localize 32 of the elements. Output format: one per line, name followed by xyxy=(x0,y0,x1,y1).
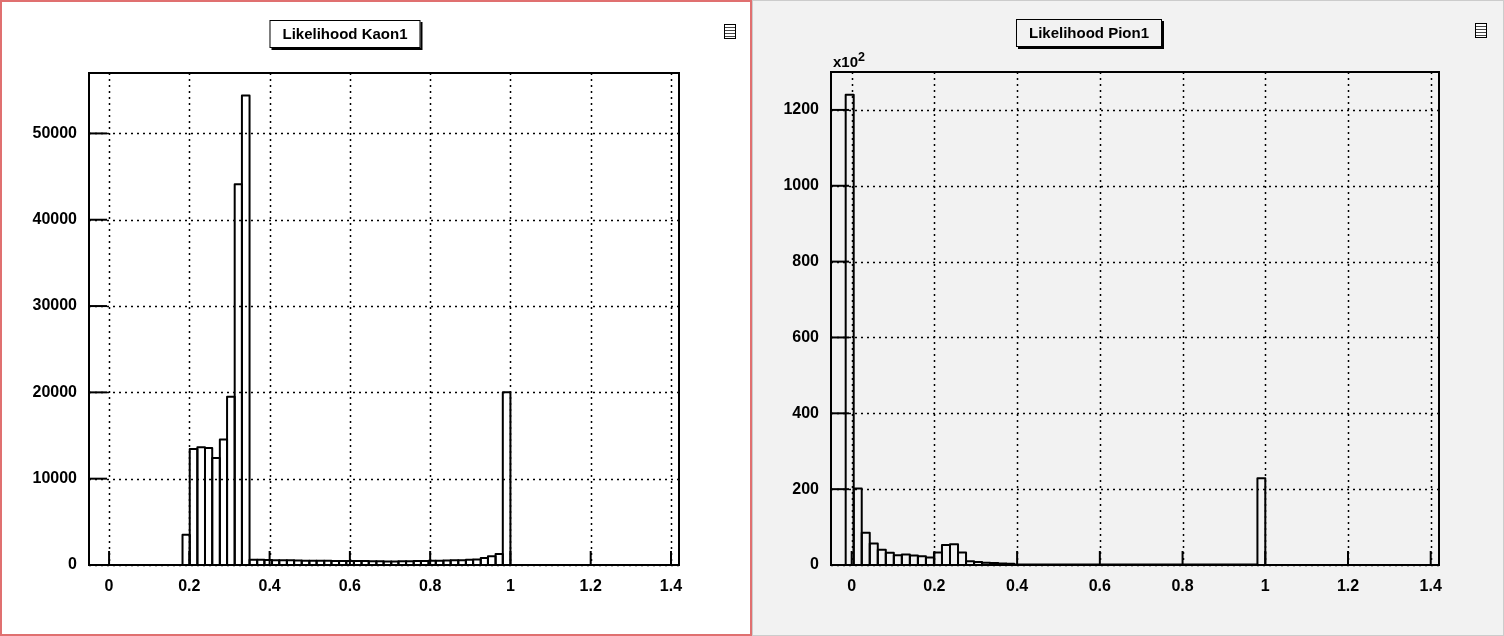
x-tick-label: 0.8 xyxy=(1171,577,1194,595)
y-tick-label: 10000 xyxy=(32,469,78,487)
x-tick-label: 0.8 xyxy=(419,577,442,595)
y-tick-label: 0 xyxy=(68,555,78,573)
text: x10$^{2}$ xyxy=(833,50,865,70)
y-tick-label: 200 xyxy=(792,479,820,497)
y-tick-label: 0 xyxy=(810,555,820,573)
y-tick-label: 1200 xyxy=(783,100,820,118)
x-tick-label: 0.2 xyxy=(178,577,201,595)
y-tick-label: 400 xyxy=(792,403,820,421)
x-tick-label: 0 xyxy=(847,577,857,595)
x-tick-label: 0 xyxy=(104,577,114,595)
x-tick-label: 1 xyxy=(1260,577,1270,595)
x-tick-label: 1.4 xyxy=(1419,577,1442,595)
y-tick-label: 40000 xyxy=(32,210,78,228)
chart-title: Likelihood Kaon1 xyxy=(269,20,421,48)
x-tick-label: 0.4 xyxy=(258,577,281,595)
y-tick-label: 50000 xyxy=(32,123,78,141)
y-tick-label: 30000 xyxy=(32,296,78,314)
y-tick-label: 600 xyxy=(792,327,820,345)
x-tick-label: 1.2 xyxy=(1336,577,1360,595)
x-tick-label: 1.2 xyxy=(579,577,602,595)
chart-title: Likelihood Pion1 xyxy=(1015,19,1163,47)
y-tick-label: 20000 xyxy=(32,382,78,400)
x-tick-label: 0.2 xyxy=(923,577,946,595)
x-tick-label: 0.4 xyxy=(1006,577,1029,595)
x-tick-label: 0.6 xyxy=(1088,577,1112,595)
y-tick-label: 800 xyxy=(792,252,820,270)
x-tick-label: 0.6 xyxy=(338,577,362,595)
y-tick-label: 1000 xyxy=(783,176,820,194)
x-tick-label: 1 xyxy=(505,577,515,595)
x-tick-label: 1.4 xyxy=(659,577,683,595)
